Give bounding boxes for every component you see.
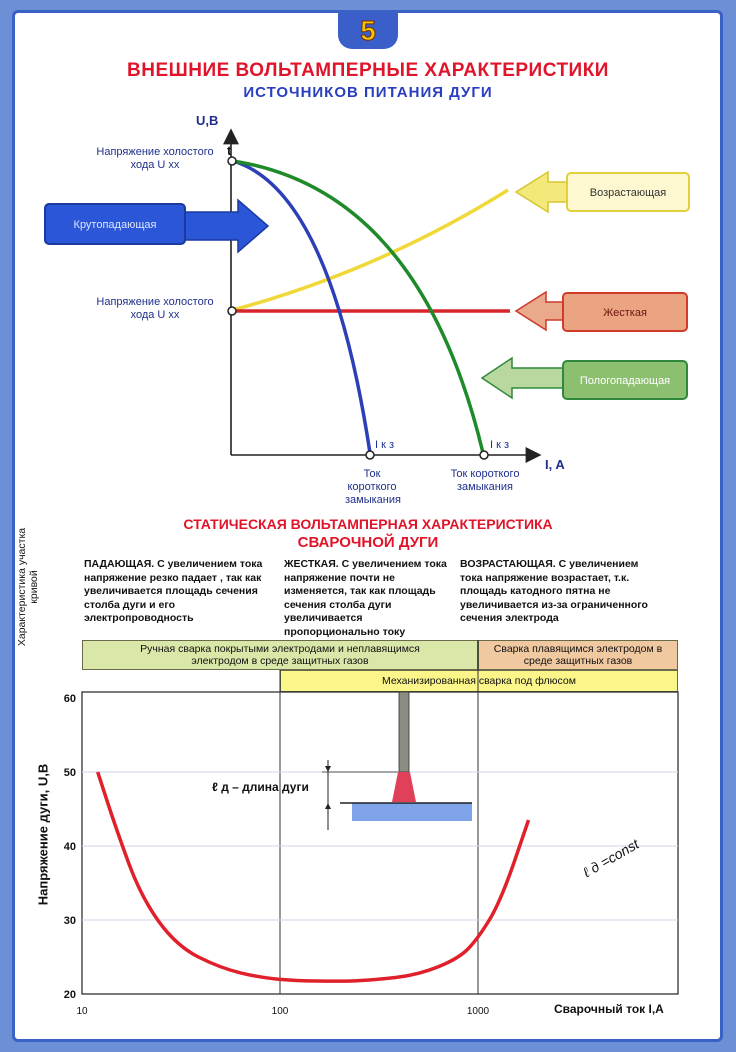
uxx-point-2: [227, 306, 237, 316]
x-tick-label: 1000: [467, 1006, 490, 1017]
y-tick-label: 30: [64, 915, 76, 927]
x-axis-label: I, A: [545, 457, 565, 472]
x-tick-label: 100: [272, 1006, 289, 1017]
callout-vozrastayushchaya: Возрастающая: [566, 172, 690, 212]
tok-kz-label-1: Ток короткого замыкания: [345, 468, 401, 506]
callout-krutopadayushchaya-arrow: [181, 170, 571, 400]
tok-kz-label-2: Ток короткого замыкания: [450, 468, 520, 493]
workpiece: [352, 803, 472, 821]
t-label: t: [227, 143, 232, 158]
main-title: ВНЕШНИЕ ВОЛЬТАМПЕРНЫЕ ХАРАКТЕРИСТИКИ: [127, 60, 609, 81]
arc-flame: [392, 772, 416, 802]
curve-krutopadayushchaya: [232, 159, 372, 454]
chart2-x-axis-label: Сварочный ток I,A: [554, 1002, 664, 1016]
section2-title-line2: СВАРОЧНОЙ ДУГИ: [297, 534, 439, 551]
curve-pologopadayushchaya: [232, 159, 485, 454]
ikz-label-2: I к з: [490, 439, 510, 451]
band-gas-shielded: Сварка плавящимся электродом в среде защ…: [478, 640, 678, 670]
ikz-point-1: [365, 450, 375, 460]
y-tick-label: 40: [64, 841, 76, 853]
callout-krutopadayushchaya: Крутопадающая: [44, 203, 186, 245]
curve-arc-const: [96, 771, 531, 983]
y-tick-label: 50: [64, 767, 76, 779]
desc-vozrastayushchaya: ВОЗРАСТАЮЩАЯ. С увеличением тока напряже…: [460, 558, 648, 624]
chart2-y-axis-label: Напряжение дуги, U,B: [35, 763, 51, 906]
electrode: [398, 691, 410, 773]
curve-vozrastayushchaya: [232, 188, 509, 312]
band-manual-welding: Ручная сварка покрытыми электродами и не…: [82, 640, 478, 670]
ikz-point-2: [479, 450, 489, 460]
page-number-badge: 5: [338, 13, 398, 49]
section2-title-line1: СТАТИЧЕСКАЯ ВОЛЬТАМПЕРНАЯ ХАРАКТЕРИСТИКА: [183, 516, 553, 532]
arc-length-label: ℓ д – длина дуги: [212, 780, 309, 794]
uxx-label-2: Напряжение холостого хода U хх: [96, 296, 214, 321]
desc-padayushchaya: ПАДАЮЩАЯ. С увеличением тока напряжение …: [84, 558, 263, 624]
ikz-label-1: I к з: [375, 439, 395, 451]
callout-pologopadayushchaya: Пологопадающая: [562, 360, 688, 400]
dim-arrow-bottom: [325, 803, 331, 809]
dim-arrow-top: [325, 766, 331, 772]
plot-frame: [81, 691, 679, 995]
y-tick-label: 20: [64, 989, 76, 1001]
source-characteristics-chart: [223, 128, 542, 463]
uxx-label-1: Напряжение холостого хода U хх: [96, 146, 214, 171]
y-axis-label: U,B: [196, 113, 219, 128]
main-subtitle: ИСТОЧНИКОВ ПИТАНИЯ ДУГИ: [243, 84, 493, 101]
y-tick-label: 60: [64, 693, 76, 705]
callout-zhestkaya: Жесткая: [562, 292, 688, 332]
x-tick-label: 10: [76, 1006, 88, 1017]
desc-zhestkaya: ЖЕСТКАЯ. С увеличением тока напряжение п…: [284, 558, 447, 638]
page-number: 5: [360, 15, 377, 47]
uxx-point-1: [227, 156, 237, 166]
